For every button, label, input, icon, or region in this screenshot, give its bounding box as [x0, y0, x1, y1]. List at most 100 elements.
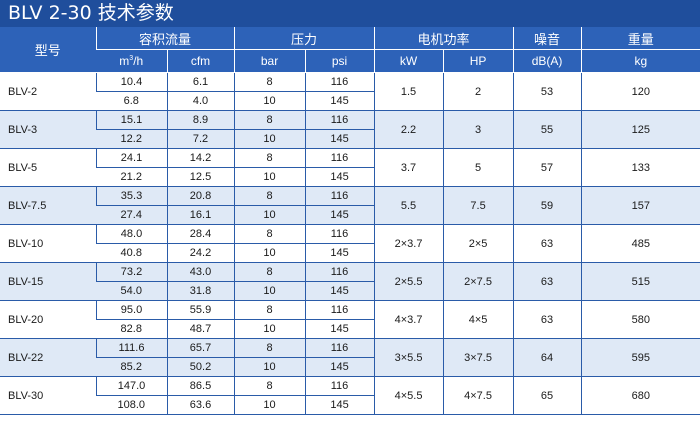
pressure-psi-cell: 145 — [304, 357, 375, 377]
flow-cfm-cell: 50.2 — [166, 357, 235, 377]
pressure-psi-cell: 145 — [304, 281, 375, 301]
unit-dba: dB(A) — [512, 49, 582, 73]
noise-cell: 65 — [512, 376, 582, 415]
power-kw-cell: 5.5 — [373, 186, 444, 225]
pressure-psi-cell: 116 — [304, 224, 375, 244]
flow-cfm-cell: 63.6 — [166, 395, 235, 415]
table-row: 12.2 7.2 10 145 — [0, 129, 700, 149]
flow-cfm-cell: 6.1 — [166, 72, 235, 92]
pressure-bar-cell: 8 — [233, 338, 306, 358]
power-hp-cell: 3×7.5 — [442, 338, 514, 377]
flow-m3h-cell: 6.8 — [96, 91, 167, 111]
power-kw-cell: 4×3.7 — [373, 300, 444, 339]
noise-cell: 64 — [512, 338, 582, 377]
flow-cfm-cell: 12.5 — [166, 167, 235, 187]
pressure-bar-cell: 8 — [233, 300, 306, 320]
flow-m3h-cell: 15.1 — [95, 110, 167, 130]
noise-cell: 63 — [512, 262, 582, 301]
table-row: 108.0 63.6 10 145 — [0, 395, 700, 415]
model-cell: BLV-22 — [0, 338, 96, 377]
power-kw-cell: 2×3.7 — [373, 224, 444, 263]
header-model: 型号 — [0, 27, 96, 73]
pressure-psi-cell: 116 — [304, 376, 375, 396]
flow-m3h-cell: 21.2 — [96, 167, 167, 187]
table-row: BLV-15 73.2 43.0 8 116 2×5.5 2×7.5 63 515 — [0, 262, 700, 301]
power-hp-cell: 2×5 — [442, 224, 514, 263]
pressure-psi-cell: 145 — [304, 167, 375, 187]
pressure-psi-cell: 116 — [304, 72, 375, 92]
model-cell: BLV-20 — [0, 300, 96, 339]
flow-cfm-cell: 8.9 — [166, 110, 235, 130]
table-row: 54.0 31.8 10 145 — [0, 281, 700, 301]
power-kw-cell: 1.5 — [373, 72, 444, 111]
weight-cell: 580 — [580, 300, 700, 339]
pressure-psi-cell: 116 — [304, 148, 375, 168]
model-cell: BLV-5 — [0, 148, 96, 187]
table-row: BLV-10 48.0 28.4 8 116 2×3.7 2×5 63 485 — [0, 224, 700, 263]
weight-cell: 515 — [580, 262, 700, 301]
flow-m3h-cell: 12.2 — [96, 129, 167, 149]
weight-cell: 157 — [580, 186, 700, 225]
table-row: 6.8 4.0 10 145 — [0, 91, 700, 111]
pressure-psi-cell: 145 — [304, 243, 375, 263]
weight-cell: 680 — [580, 376, 700, 415]
unit-bar: bar — [233, 49, 306, 73]
table-row: 27.4 16.1 10 145 — [0, 205, 700, 225]
pressure-bar-cell: 10 — [233, 243, 306, 263]
pressure-bar-cell: 10 — [233, 395, 306, 415]
pressure-bar-cell: 8 — [233, 376, 306, 396]
pressure-bar-cell: 10 — [233, 357, 306, 377]
page-title: BLV 2-30 技术参数 — [0, 0, 700, 27]
flow-cfm-cell: 24.2 — [166, 243, 235, 263]
unit-m3h: m3/h — [96, 49, 167, 73]
pressure-bar-cell: 10 — [233, 91, 306, 111]
noise-cell: 63 — [512, 300, 582, 339]
flow-m3h-cell: 108.0 — [96, 395, 167, 415]
flow-m3h-cell: 73.2 — [95, 262, 167, 282]
pressure-bar-cell: 8 — [233, 262, 306, 282]
table-row: BLV-3 15.1 8.9 8 116 2.2 3 55 125 — [0, 110, 700, 149]
flow-cfm-cell: 20.8 — [166, 186, 235, 206]
power-hp-cell: 4×7.5 — [442, 376, 514, 415]
flow-m3h-cell: 85.2 — [96, 357, 167, 377]
table-row: BLV-22 111.6 65.7 8 116 3×5.5 3×7.5 64 595 — [0, 338, 700, 377]
flow-cfm-cell: 65.7 — [166, 338, 235, 358]
power-hp-cell: 2×7.5 — [442, 262, 514, 301]
model-cell: BLV-2 — [0, 72, 96, 111]
power-hp-cell: 5 — [442, 148, 514, 187]
noise-cell: 53 — [512, 72, 582, 111]
model-cell: BLV-10 — [0, 224, 96, 263]
noise-cell: 57 — [512, 148, 582, 187]
table-row: BLV-5 24.1 14.2 8 116 3.7 5 57 133 — [0, 148, 700, 187]
flow-cfm-cell: 14.2 — [166, 148, 235, 168]
flow-m3h-cell: 48.0 — [95, 224, 167, 244]
header-noise: 噪音 — [512, 27, 582, 50]
table-row: 85.2 50.2 10 145 — [0, 357, 700, 377]
weight-cell: 133 — [580, 148, 700, 187]
flow-m3h-cell: 27.4 — [96, 205, 167, 225]
table-row: 21.2 12.5 10 145 — [0, 167, 700, 187]
unit-cfm: cfm — [166, 49, 235, 73]
power-hp-cell: 7.5 — [442, 186, 514, 225]
flow-cfm-cell: 28.4 — [166, 224, 235, 244]
pressure-bar-cell: 10 — [233, 129, 306, 149]
flow-m3h-cell: 111.6 — [95, 338, 167, 358]
unit-kg: kg — [580, 49, 700, 73]
power-hp-cell: 2 — [442, 72, 514, 111]
flow-cfm-cell: 16.1 — [166, 205, 235, 225]
table-row: 40.8 24.2 10 145 — [0, 243, 700, 263]
weight-cell: 125 — [580, 110, 700, 149]
pressure-psi-cell: 145 — [304, 395, 375, 415]
flow-cfm-cell: 31.8 — [166, 281, 235, 301]
flow-m3h-cell: 10.4 — [95, 72, 167, 92]
pressure-psi-cell: 116 — [304, 110, 375, 130]
flow-cfm-cell: 86.5 — [166, 376, 235, 396]
weight-cell: 485 — [580, 224, 700, 263]
pressure-bar-cell: 8 — [233, 148, 306, 168]
power-hp-cell: 4×5 — [442, 300, 514, 339]
spec-table: 型号 容积流量 压力 电机功率 噪音 重量 m3/h cfm bar psi k… — [0, 27, 700, 415]
flow-m3h-cell: 82.8 — [96, 319, 167, 339]
pressure-bar-cell: 8 — [233, 72, 306, 92]
power-kw-cell: 4×5.5 — [373, 376, 444, 415]
